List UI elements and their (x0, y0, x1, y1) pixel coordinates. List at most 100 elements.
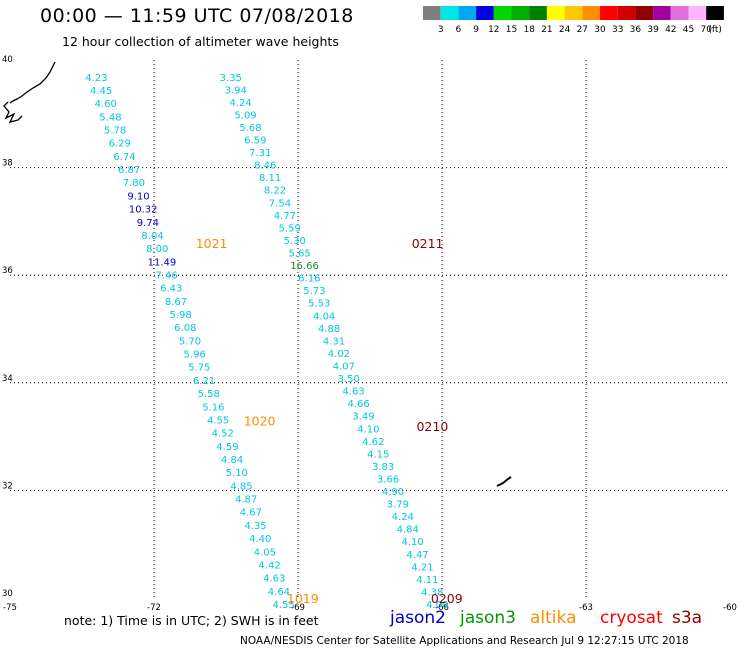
legend-swatch (529, 6, 547, 20)
longitude-tick-label: -75 (3, 603, 17, 613)
swh-value-label: 4.21 (411, 562, 433, 573)
legend-tick-label: 9 (473, 25, 479, 35)
swh-value-label: 4.55 (207, 415, 229, 426)
swh-value-label: 7.54 (269, 198, 291, 209)
legend-tick-label: 12 (488, 25, 499, 35)
pass-time-label: 0210 (416, 419, 448, 434)
longitude-tick-label: -63 (579, 603, 593, 613)
legend-unit: (ft) (708, 25, 722, 35)
legend-swatch (635, 6, 654, 20)
swh-value-label: 5.16 (202, 402, 224, 413)
swh-value-label: 5.78 (104, 125, 126, 136)
swh-value-label: 4.87 (235, 495, 257, 506)
swh-value-label: 5.10 (226, 468, 248, 479)
swh-value-label: 8.04 (141, 231, 163, 242)
swh-value-label: 5.70 (179, 336, 201, 347)
legend-tick-label: 18 (523, 25, 535, 35)
swh-value-label: 4.10 (357, 424, 379, 435)
legend-swatch (688, 6, 707, 20)
legend-swatch (458, 6, 477, 20)
swh-value-label: 4.59 (216, 442, 238, 453)
swh-value-label: 6.29 (109, 139, 131, 150)
legend-swatch (564, 6, 583, 20)
legend-tick-label: 42 (665, 25, 676, 35)
swh-value-label: 3.49 (352, 412, 374, 423)
swh-value-label: 4.05 (254, 547, 276, 558)
swh-value-label: 4.24 (392, 512, 414, 523)
swh-value-label: 10.32 (129, 205, 158, 216)
swh-value-label: 4.24 (229, 98, 251, 109)
swh-value-label: 7.31 (249, 148, 271, 159)
swh-value-label: 5.58 (198, 389, 220, 400)
legend-swatch (476, 6, 494, 20)
swh-value-label: 4.10 (401, 537, 423, 548)
swh-value-label: 4.55 (272, 600, 294, 611)
swh-value-label: 4.23 (85, 73, 107, 84)
latitude-tick-label: 40 (2, 55, 13, 65)
legend-tick-label: 30 (594, 25, 606, 35)
legend-s3a: s3a (672, 608, 703, 628)
longitude-tick-label: -69 (291, 603, 305, 613)
pass-time-label: 0209 (431, 591, 463, 606)
longitude-tick-label: -72 (147, 603, 161, 613)
swh-value-label: 5.75 (188, 363, 210, 374)
chart-subtitle: 12 hour collection of altimeter wave hei… (62, 34, 339, 49)
legend-swatch (653, 6, 671, 20)
swh-value-label: 6.87 (118, 165, 140, 176)
swh-value-label: 11.49 (148, 257, 177, 268)
legend-cryosat: cryosat (600, 608, 663, 628)
swh-value-label: 7.46 (155, 270, 177, 281)
swh-value-label: 5.96 (184, 350, 206, 361)
swh-value-label: 5.65 (288, 249, 310, 260)
pass-time-label: 1021 (196, 236, 228, 251)
swh-value-label: 4.63 (343, 387, 365, 398)
latitude-tick-label: 32 (2, 481, 13, 491)
legend-tick-label: 3 (438, 25, 444, 35)
chart-title: 00:00 — 11:59 UTC 07/08/2018 (40, 5, 354, 27)
swh-value-label: 3.50 (338, 374, 360, 385)
swh-value-label: 4.66 (347, 399, 369, 410)
coastline (3, 61, 56, 123)
swh-value-label: 5.09 (234, 110, 256, 121)
swh-value-label: 6.08 (174, 323, 196, 334)
legend-swatch (670, 6, 689, 20)
swh-value-label: 5.30 (284, 236, 306, 247)
swh-value-label: 4.31 (323, 336, 345, 347)
longitude-tick-label: -60 (723, 603, 737, 613)
legend-tick-label: 24 (559, 25, 571, 35)
swh-value-label: 6.74 (113, 152, 135, 163)
pass-time-label: 1020 (244, 413, 276, 428)
legend-tick-label: 27 (577, 25, 588, 35)
note-text: note: 1) Time is in UTC; 2) SWH is in fe… (64, 613, 319, 628)
legend-tick-label: 70 (700, 25, 712, 35)
swh-value-label: 4.47 (406, 550, 428, 561)
swh-value-label: 4.63 (263, 574, 285, 585)
swh-value-label: 4.45 (90, 86, 112, 97)
swh-value-label: 4.35 (244, 521, 266, 532)
legend-swatch (493, 6, 512, 20)
swh-value-label: 5.73 (303, 286, 325, 297)
legend-swatch (511, 6, 530, 20)
swh-value-label: 4.38 (421, 587, 443, 598)
swh-value-label: 4.11 (416, 575, 438, 586)
swh-value-label: 4.62 (362, 437, 384, 448)
swh-value-label: 3.83 (372, 462, 394, 473)
latitude-tick-label: 34 (2, 374, 13, 384)
legend-swatch (617, 6, 636, 20)
swh-value-label: 3.94 (225, 85, 247, 96)
legend-tick-label: 39 (647, 25, 659, 35)
legend-swatch (546, 6, 565, 20)
swh-value-label: 4.07 (333, 361, 355, 372)
swh-value-label: 9.74 (137, 218, 159, 229)
swh-value-label: 4.02 (328, 349, 350, 360)
swh-value-label: 4.88 (318, 324, 340, 335)
legend-tick-label: 21 (541, 25, 552, 35)
swh-value-label: 4.04 (313, 311, 335, 322)
swh-value-label: 3.66 (377, 474, 399, 485)
pass-time-label: 1019 (287, 591, 319, 606)
swh-value-label: 4.52 (212, 429, 234, 440)
swh-value-label: 4.77 (274, 211, 296, 222)
legend-tick-label: 6 (456, 25, 462, 35)
swh-value-label: 8.46 (254, 161, 276, 172)
